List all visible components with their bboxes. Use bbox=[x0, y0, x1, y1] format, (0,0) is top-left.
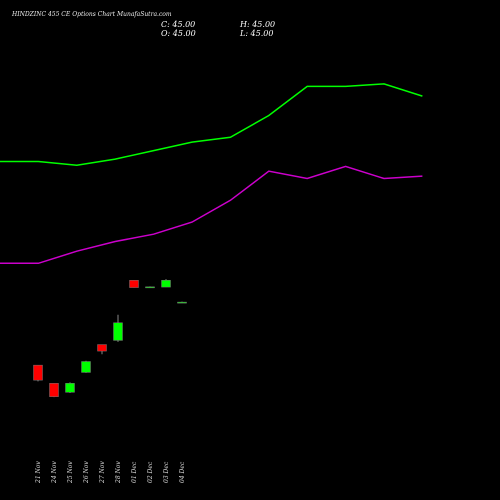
candle-body bbox=[129, 280, 139, 288]
candle-body bbox=[33, 364, 43, 381]
upper-band-line bbox=[0, 83, 423, 166]
candle-body bbox=[49, 383, 59, 397]
low-value: L: 45.00 bbox=[240, 29, 274, 38]
high-value: H: 45.00 bbox=[240, 20, 276, 29]
x-tick-label: 01 Dec bbox=[131, 461, 138, 483]
x-tick-label: 26 Nov bbox=[83, 461, 90, 484]
candle-body bbox=[65, 383, 75, 393]
x-tick-label: 27 Nov bbox=[99, 461, 106, 484]
x-tick-label: 04 Dec bbox=[179, 461, 186, 483]
candle-body bbox=[145, 286, 155, 289]
chart-title: HINDZINC 455 CE Options Chart MunafaSutr… bbox=[12, 11, 172, 18]
candles-group bbox=[33, 279, 187, 398]
candle-body bbox=[113, 322, 123, 341]
x-tick-label: 24 Nov bbox=[51, 461, 58, 484]
x-tick-label: 25 Nov bbox=[67, 461, 74, 484]
x-tick-label: 02 Dec bbox=[147, 461, 154, 483]
x-tick-label: 21 Nov bbox=[35, 461, 42, 484]
open-value: O: 45.00 bbox=[161, 29, 196, 38]
candle-body bbox=[177, 301, 187, 304]
x-tick-label: 03 Dec bbox=[163, 461, 170, 483]
candle-body bbox=[81, 361, 91, 373]
close-value: C: 45.00 bbox=[161, 20, 196, 29]
candle-body bbox=[161, 280, 171, 288]
lower-band-line bbox=[0, 165, 423, 265]
x-tick-label: 28 Nov bbox=[115, 461, 122, 484]
x-axis-labels: 21 Nov 24 Nov 25 Nov 26 Nov 27 Nov 28 Nov 01 D… bbox=[35, 461, 186, 484]
candle-body bbox=[97, 344, 107, 352]
